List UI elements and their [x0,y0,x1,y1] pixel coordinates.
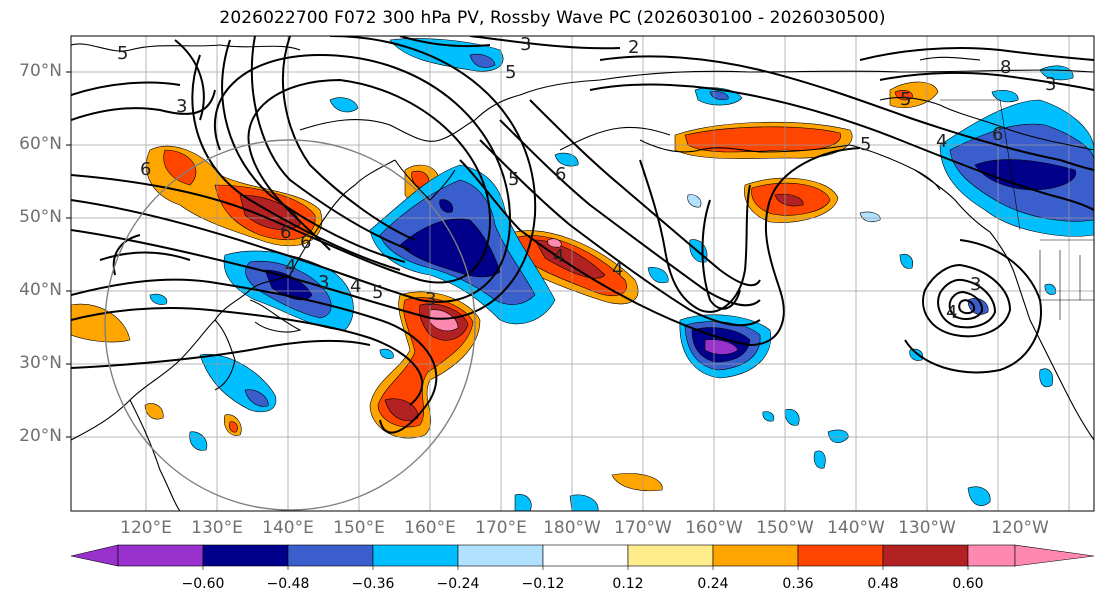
colorbar-tick-label: 0.12 [612,576,644,592]
lat-label-20n: 20°N [19,426,62,446]
contour-label: 3 [970,274,981,295]
colorbar-tick-label: −0.24 [436,576,480,592]
contour-label: 4 [553,246,564,267]
contour-label: 6 [992,124,1003,145]
colorbar-extend-max [1014,544,1095,567]
contour-label: 4 [936,131,947,152]
colorbar [70,544,1095,570]
colorbar-tick-label: −0.60 [181,576,225,592]
lat-label-50n: 50°N [19,207,62,227]
lon-label: 170°E [475,518,527,538]
contour-label: 4 [946,302,957,323]
colorbar-tick-label: −0.36 [351,576,395,592]
colorbar-tick-label: −0.48 [266,576,310,592]
lat-label-30n: 30°N [19,353,62,373]
contour-label: 8 [1000,57,1011,78]
contour-label: 6 [280,222,291,243]
colorbar-extend-min [70,544,119,567]
contour-label: 3 [1045,74,1056,95]
contour-label: 5 [508,169,519,190]
lon-label: 160°E [404,518,456,538]
lon-label: 140°W [827,518,885,538]
lon-label: 170°W [614,518,672,538]
lat-label-70n: 70°N [19,61,62,81]
contour-label: 5 [900,89,911,110]
colorbar-tick-label: 0.36 [782,576,814,592]
map-frame [70,35,1095,512]
grid-lines [71,36,1094,511]
contour-label: 4 [350,276,361,297]
contour-label: 3 [425,289,436,310]
contour-label: 4 [285,256,296,277]
contour-label: 3 [318,272,329,293]
lon-label: 130°E [191,518,243,538]
contour-label: 5 [860,134,871,155]
lat-label-60n: 60°N [19,134,62,154]
contour-label: 2 [628,37,639,58]
colorbar-tick-label: −0.12 [521,576,565,592]
lon-label: 130°W [898,518,956,538]
contour-label: 4 [612,259,623,280]
lon-label: 150°W [756,518,814,538]
lon-label: 180°W [543,518,601,538]
contour-label: 6 [555,164,566,185]
contour-label: 3 [176,96,187,117]
map-title: 2026022700 F072 300 hPa PV, Rossby Wave … [219,8,886,28]
lon-label: 150°E [333,518,385,538]
contour-label: 3 [520,34,531,55]
colorbar-tick-label: 0.48 [867,576,899,592]
lon-label: 140°E [262,518,314,538]
lat-label-40n: 40°N [19,280,62,300]
contour-label: 5 [505,62,516,83]
lon-label: 160°W [685,518,743,538]
lon-label: 120°W [991,518,1049,538]
contour-label: 6 [300,232,311,253]
contour-label: 5 [117,43,128,64]
contour-labels: 6 6 6 5 4 3 3 2 5 4 4 6 8 5 3 6 5 4 4 3 … [117,34,1056,323]
colorbar-tick-label: 0.24 [697,576,729,592]
borders [940,99,1094,320]
lon-label: 120°E [120,518,172,538]
pv-contours [71,36,1094,434]
radius-circle [104,139,476,511]
contour-label: 5 [372,282,383,303]
contour-label: 6 [140,159,151,180]
colorbar-tick-label: 0.60 [952,576,984,592]
